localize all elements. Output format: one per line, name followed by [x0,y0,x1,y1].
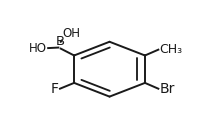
Text: CH₃: CH₃ [158,43,181,56]
Text: OH: OH [62,27,80,40]
Text: HO: HO [29,42,47,55]
Text: F: F [50,82,58,96]
Text: B: B [55,35,64,48]
Text: Br: Br [158,82,174,96]
